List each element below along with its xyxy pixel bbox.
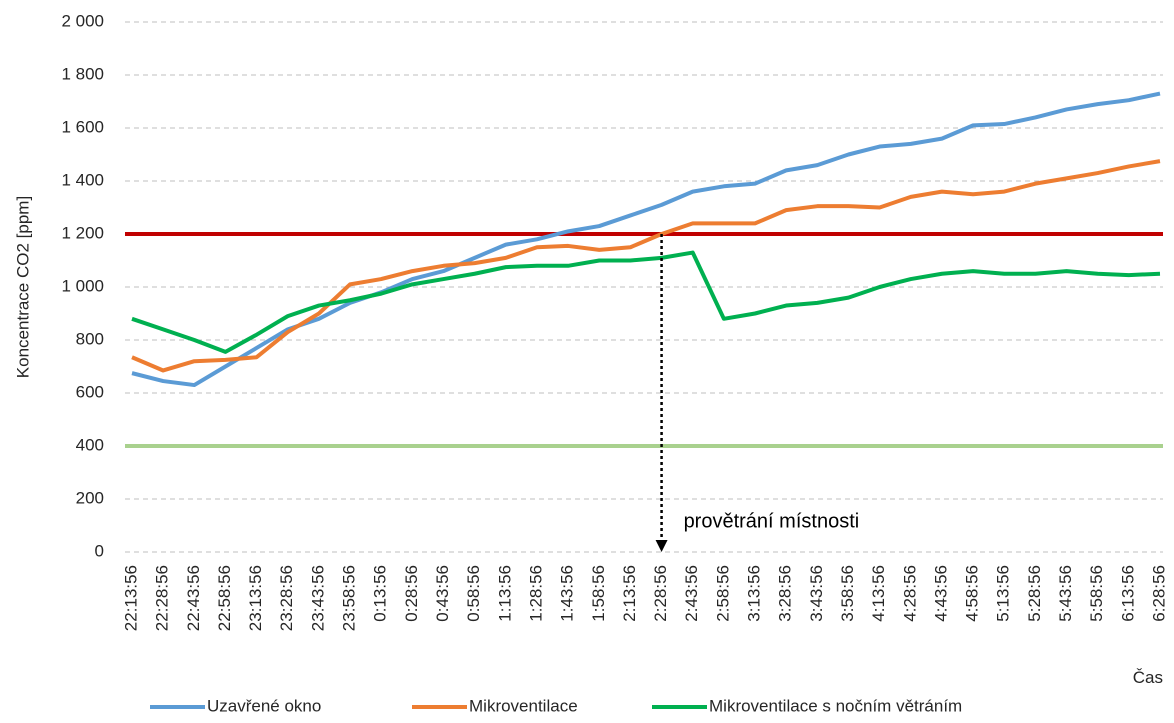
x-tick-label: 2:13:56 [620,565,639,622]
x-tick-label: 5:58:56 [1087,565,1106,622]
x-tick-label: 23:58:56 [340,565,359,631]
x-tick-label: 6:13:56 [1118,565,1137,622]
y-tick-label: 800 [76,329,104,348]
x-tick-label: 6:28:56 [1149,565,1168,622]
arrow-head [655,540,668,552]
x-tick-label: 0:58:56 [464,565,483,622]
y-tick-label: 1 800 [61,64,104,83]
y-tick-label: 600 [76,382,104,401]
y-tick-label: 200 [76,488,104,507]
x-tick-label: 1:58:56 [589,565,608,622]
y-tick-label: 1 200 [61,223,104,242]
x-tick-label: 5:13:56 [994,565,1013,622]
x-tick-label: 3:43:56 [807,565,826,622]
x-tick-label: 2:43:56 [682,565,701,622]
data-line [131,159,1161,373]
x-tick-label: 22:58:56 [215,565,234,631]
legend-label: Uzavřené okno [207,696,321,715]
y-tick-label: 2 000 [61,11,104,30]
x-tick-label: 1:28:56 [526,565,545,622]
legend-label: Mikroventilace s nočním větráním [709,696,962,715]
x-tick-label: 0:13:56 [371,565,390,622]
x-tick-label: 4:43:56 [931,565,950,622]
data-line [131,250,1161,354]
legend-label: Mikroventilace [469,696,578,715]
x-tick-label: 1:43:56 [558,565,577,622]
x-tick-label: 3:58:56 [838,565,857,622]
y-tick-label: 0 [95,541,104,560]
x-tick-label: 5:43:56 [1056,565,1075,622]
y-tick-label: 400 [76,435,104,454]
x-tick-label: 1:13:56 [495,565,514,622]
y-tick-label: 1 000 [61,276,104,295]
y-axis-label: Koncentrace CO2 [ppm] [13,196,32,378]
x-tick-label: 4:28:56 [900,565,919,622]
x-tick-label: 0:43:56 [433,565,452,622]
x-tick-label: 4:13:56 [869,565,888,622]
x-tick-label: 3:28:56 [776,565,795,622]
x-tick-label: 0:28:56 [402,565,421,622]
x-tick-label: 2:28:56 [651,565,670,622]
x-tick-label: 22:13:56 [121,565,140,631]
y-tick-label: 1 600 [61,117,104,136]
x-tick-label: 4:58:56 [963,565,982,622]
x-tick-label: 23:13:56 [246,565,265,631]
y-tick-label: 1 400 [61,170,104,189]
x-tick-label: 22:43:56 [184,565,203,631]
x-tick-label: 3:13:56 [745,565,764,622]
x-tick-label: 5:28:56 [1025,565,1044,622]
x-tick-label: 23:28:56 [277,565,296,631]
annotation-text: provětrání místnosti [684,510,860,532]
x-axis-label: Čas [1133,668,1163,687]
x-tick-label: 2:58:56 [713,565,732,622]
x-tick-label: 22:28:56 [153,565,172,631]
x-tick-label: 23:43:56 [308,565,327,631]
